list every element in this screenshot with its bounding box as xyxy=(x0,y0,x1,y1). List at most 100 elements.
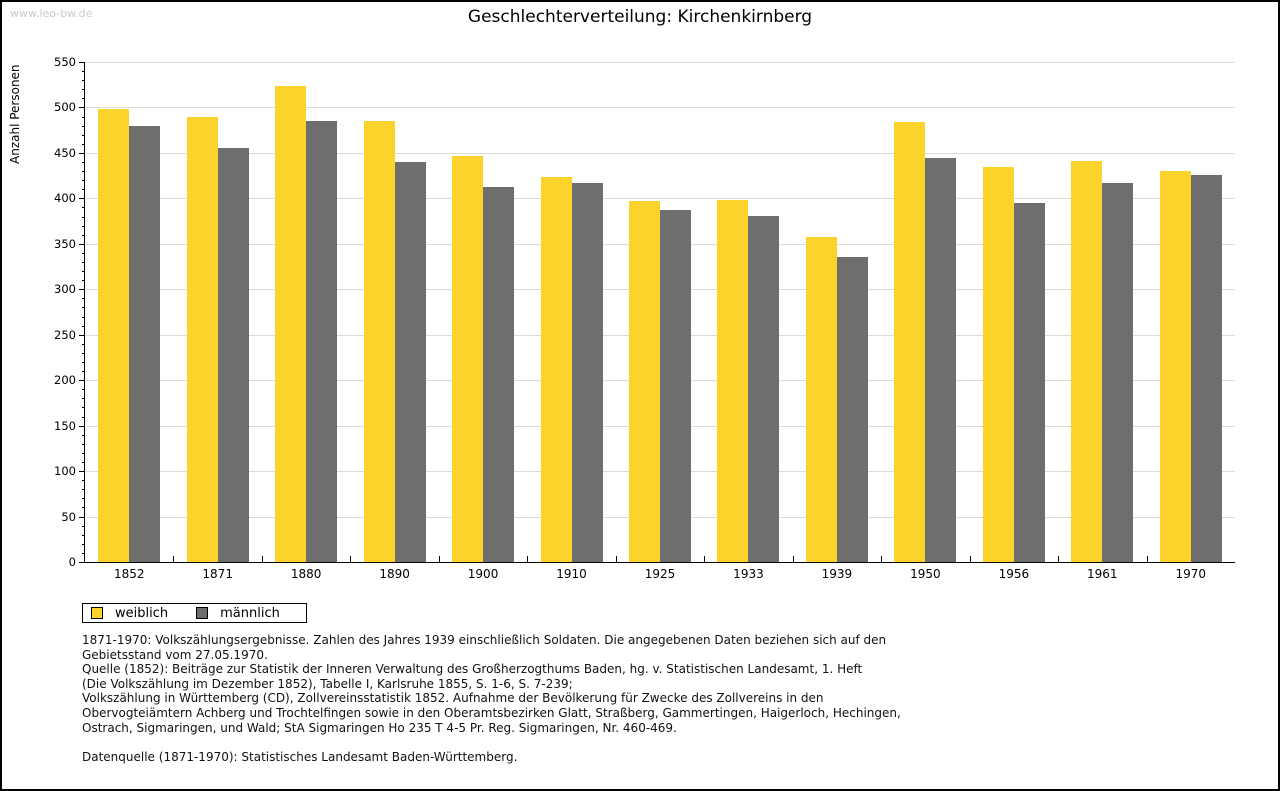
bar-männlich-1871 xyxy=(217,148,249,562)
footnote-line-8: Datenquelle (1871-1970): Statistisches L… xyxy=(82,749,518,764)
y-minor-tick-440 xyxy=(82,162,85,163)
y-tick-label-400: 400 xyxy=(54,191,76,206)
x-boundary-tick-1950 xyxy=(969,556,971,562)
y-minor-tick-130 xyxy=(82,443,85,445)
y-minor-tick-40 xyxy=(82,525,85,527)
x-tick-label-1871: 1871 xyxy=(202,567,233,581)
x-boundary-tick-1910 xyxy=(615,556,617,562)
bar-weiblich-1880 xyxy=(275,85,307,562)
x-tick-label-1852: 1852 xyxy=(113,567,145,581)
x-boundary-tick-1939 xyxy=(881,556,883,562)
y-minor-tick-490 xyxy=(82,116,85,118)
bar-männlich-1933 xyxy=(748,215,780,562)
y-minor-tick-30 xyxy=(82,534,85,536)
bar-männlich-1939 xyxy=(836,256,868,562)
y-minor-tick-90 xyxy=(82,480,85,482)
bar-männlich-1890 xyxy=(394,162,426,562)
footnote-line-5: Obervogteiämtern Achberg und Trochtelfin… xyxy=(82,705,901,720)
y-major-tick-300 xyxy=(79,289,85,291)
y-minor-tick-10 xyxy=(82,552,85,554)
bar-weiblich-1933 xyxy=(717,200,749,562)
bar-weiblich-1910 xyxy=(540,176,572,562)
y-minor-tick-80 xyxy=(82,489,85,491)
x-tick-label-1956: 1956 xyxy=(998,567,1030,581)
footnote-line-6: Ostrach, Sigmaringen, und Wald; StA Sigm… xyxy=(82,720,677,735)
y-major-tick-150 xyxy=(79,425,85,427)
bar-group-1910 xyxy=(527,62,615,562)
gridline-450 xyxy=(85,152,1235,154)
bar-männlich-1956 xyxy=(1013,202,1045,562)
y-minor-tick-270 xyxy=(82,316,85,318)
y-minor-tick-120 xyxy=(82,452,85,454)
bar-weiblich-1970 xyxy=(1159,171,1191,562)
y-tick-label-350: 350 xyxy=(54,236,76,251)
y-minor-tick-360 xyxy=(82,234,85,236)
x-boundary-tick-1852 xyxy=(173,556,175,562)
bar-group-1961 xyxy=(1058,62,1146,562)
y-tick-label-150: 150 xyxy=(54,418,76,433)
bar-group-1890 xyxy=(350,62,438,562)
x-boundary-tick-1871 xyxy=(261,556,263,562)
y-minor-tick-190 xyxy=(82,389,85,391)
bar-weiblich-1852 xyxy=(98,109,130,562)
bar-männlich-1852 xyxy=(129,125,161,562)
footnote-block: 1871-1970: Volkszählungsergebnisse. Zahl… xyxy=(82,633,1202,764)
bar-männlich-1925 xyxy=(659,210,691,562)
bar-group-1939 xyxy=(793,62,881,562)
y-minor-tick-480 xyxy=(82,125,85,127)
y-minor-tick-540 xyxy=(82,71,85,73)
bar-group-1852 xyxy=(85,62,173,562)
y-minor-tick-230 xyxy=(82,352,85,354)
y-major-tick-500 xyxy=(79,107,85,109)
y-tick-label-450: 450 xyxy=(54,145,76,160)
y-minor-tick-390 xyxy=(82,207,85,209)
x-boundary-tick-1890 xyxy=(438,556,440,562)
y-minor-tick-380 xyxy=(82,216,85,218)
footnote-line-0: 1871-1970: Volkszählungsergebnisse. Zahl… xyxy=(82,633,887,647)
gridline-400 xyxy=(85,198,1235,200)
y-minor-tick-260 xyxy=(82,325,85,327)
legend-box: weiblich männlich xyxy=(82,603,307,623)
x-tick-label-1950: 1950 xyxy=(910,567,941,581)
y-major-tick-450 xyxy=(79,152,85,154)
y-minor-tick-110 xyxy=(82,462,85,463)
legend-swatch-maennlich xyxy=(196,607,209,619)
bar-group-1970 xyxy=(1147,62,1235,562)
y-minor-tick-60 xyxy=(82,507,85,509)
y-minor-tick-430 xyxy=(82,171,85,173)
y-tick-label-250: 250 xyxy=(54,327,76,342)
y-minor-tick-310 xyxy=(82,280,85,282)
bar-group-1871 xyxy=(173,62,261,562)
x-boundary-tick-1900 xyxy=(527,556,529,562)
bar-männlich-1900 xyxy=(483,187,515,562)
y-minor-tick-320 xyxy=(82,271,85,273)
y-minor-tick-420 xyxy=(82,180,85,182)
y-axis-title: Anzahl Personen xyxy=(8,64,22,164)
bar-weiblich-1925 xyxy=(628,201,660,562)
y-tick-label-500: 500 xyxy=(54,100,76,115)
x-tick-label-1910: 1910 xyxy=(556,567,587,581)
legend-label-weiblich: weiblich xyxy=(115,605,169,621)
y-minor-tick-70 xyxy=(82,498,85,500)
y-tick-label-0: 0 xyxy=(68,555,76,569)
footnote-line-2: Quelle (1852): Beiträge zur Statistik de… xyxy=(82,662,863,677)
y-minor-tick-170 xyxy=(82,407,85,409)
y-minor-tick-20 xyxy=(82,543,85,545)
bar-group-1956 xyxy=(970,62,1058,562)
bar-weiblich-1900 xyxy=(452,155,484,562)
legend-label-maennlich: männlich xyxy=(220,605,280,621)
x-tick-label-1970: 1970 xyxy=(1175,567,1207,581)
y-minor-tick-280 xyxy=(82,307,85,309)
y-major-tick-250 xyxy=(79,334,85,336)
y-major-tick-400 xyxy=(79,198,85,200)
footnote-line-4: Volkszählung in Württemberg (CD), Zollve… xyxy=(82,691,824,706)
watermark-leo-bw: www.leo-bw.de xyxy=(10,7,93,20)
y-minor-tick-370 xyxy=(82,225,85,227)
bar-männlich-1910 xyxy=(571,182,603,562)
footnote-spacer xyxy=(82,735,1202,750)
bar-weiblich-1890 xyxy=(363,121,395,562)
y-minor-tick-140 xyxy=(82,434,85,436)
x-boundary-tick-1961 xyxy=(1146,556,1148,562)
y-minor-tick-160 xyxy=(82,416,85,418)
x-tick-label-1880: 1880 xyxy=(290,567,322,581)
